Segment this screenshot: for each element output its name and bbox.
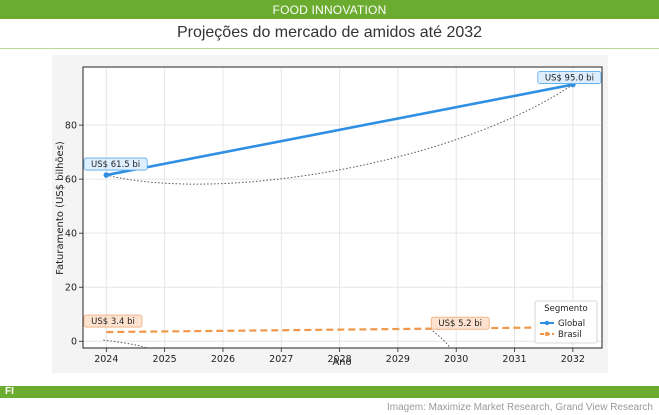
- x-tick-label: 2030: [444, 354, 468, 365]
- x-axis-label: Ano: [332, 357, 351, 368]
- title-divider: [0, 48, 659, 49]
- annotation-label: US$ 95.0 bi: [545, 74, 594, 84]
- footer-bar: [0, 386, 659, 398]
- series-global-line: [106, 83, 574, 177]
- legend-entry: Global: [558, 319, 585, 329]
- annotation-box: [83, 314, 143, 328]
- legend-marker: [544, 331, 550, 337]
- annotation-label: US$ 3.4 bi: [91, 317, 135, 327]
- page-title: Projeções do mercado de amidos até 2032: [176, 24, 483, 41]
- global-annotation-connector: [106, 84, 574, 185]
- image-credit: Imagem: Maximize Market Research, Grand …: [386, 402, 653, 413]
- section-label: FOOD INNOVATION: [272, 3, 387, 17]
- series-global-point: [103, 172, 110, 178]
- x-tick-label: 2032: [561, 354, 585, 365]
- y-tick-label: 80: [65, 121, 77, 132]
- x-tick-label: 2029: [386, 354, 410, 365]
- y-tick-label: 20: [65, 283, 77, 294]
- annotation-box: [430, 316, 490, 330]
- plot-area: [83, 67, 602, 348]
- footer-logo: FI: [5, 386, 14, 397]
- section-header-bar: FOOD INNOVATION: [0, 0, 659, 19]
- y-axis-label: Faturamento (US$ bilhões): [55, 141, 66, 275]
- x-tick-label: 2028: [327, 354, 351, 365]
- annotation-box: [83, 157, 148, 171]
- annotation-label: US$ 5.2 bi: [438, 319, 482, 329]
- y-tick-label: 0: [71, 337, 77, 348]
- annotation-label: US$ 61.5 bi: [91, 160, 140, 170]
- legend-title: Segmento: [544, 304, 587, 314]
- x-tick-label: 2027: [269, 354, 293, 365]
- x-tick-label: 2026: [211, 354, 235, 365]
- plot-border: [82, 66, 603, 349]
- legend-entry: Brasil: [558, 330, 582, 340]
- x-tick-label: 2025: [153, 354, 177, 365]
- chart: 2024 2025 2026 2027 2028 2029 2030 2031 2032 0 20 4…: [55, 66, 603, 368]
- annotation-box: [537, 71, 602, 84]
- legend-marker: [544, 320, 550, 326]
- x-tick-label: 2031: [502, 354, 526, 365]
- y-tick-label: 40: [65, 229, 77, 240]
- y-tick-label: 60: [65, 175, 77, 186]
- series-brasil-line: [106, 326, 573, 334]
- chart-container: 2024 2025 2026 2027 2028 2029 2030 2031 2032 0 20 4…: [52, 55, 608, 373]
- legend-box: [534, 300, 598, 344]
- brasil-start-connector: [103, 339, 148, 349]
- x-tick-label: 2024: [94, 354, 118, 365]
